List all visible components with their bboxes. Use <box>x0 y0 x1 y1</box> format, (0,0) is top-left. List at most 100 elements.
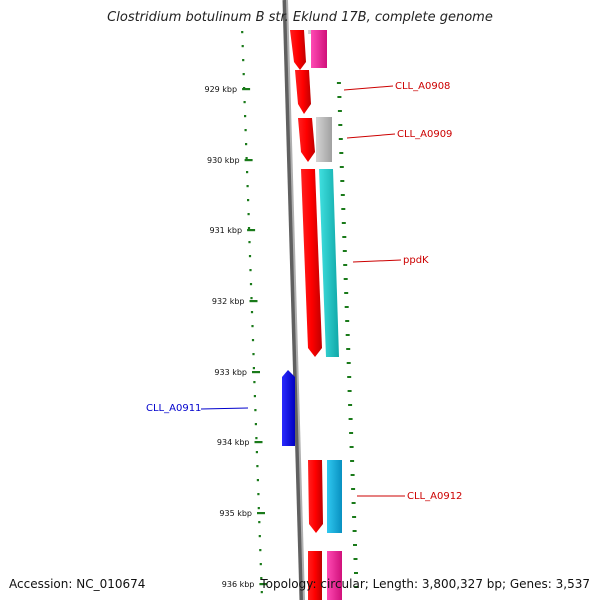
gc-dash <box>342 236 347 238</box>
feature-teal[interactable] <box>319 169 339 357</box>
gc-dot <box>254 423 257 426</box>
gc-dot <box>242 73 245 76</box>
gc-dot <box>256 465 259 468</box>
tick-label: 931 kbp <box>209 226 242 235</box>
leader-line <box>200 407 249 410</box>
gc-dot <box>246 171 249 174</box>
gc-dot <box>258 535 261 538</box>
coordinate-ticks: 929 kbp 930 kbp 931 kbp 932 kbp 933 kbp 934 k… <box>204 85 268 589</box>
gc-dash <box>340 180 345 182</box>
gc-dash <box>351 488 356 490</box>
gc-dot <box>259 563 262 566</box>
tick-label: 934 kbp <box>217 438 250 447</box>
gc-dash <box>341 208 346 210</box>
gc-dot <box>257 493 260 496</box>
tick-mark <box>249 300 258 303</box>
gc-dash <box>348 418 353 420</box>
gc-dash <box>344 292 349 294</box>
gc-dash <box>343 278 348 280</box>
gc-dash <box>344 306 349 308</box>
gc-dash <box>353 558 358 560</box>
gc-dash <box>345 334 350 336</box>
gc-dash <box>348 404 353 406</box>
feature-cyan[interactable] <box>327 460 342 533</box>
feature-pink[interactable] <box>311 30 327 68</box>
cds-feature[interactable] <box>308 551 322 600</box>
tick-mark <box>244 159 253 162</box>
gc-dash <box>345 320 350 322</box>
genome-backbone-shadow <box>286 0 305 600</box>
gc-dash <box>340 194 345 196</box>
gc-dash <box>352 516 357 518</box>
gc-dot <box>245 143 248 146</box>
gc-dot <box>251 339 255 342</box>
gc-track-inner <box>241 31 263 594</box>
gc-dot <box>260 591 263 594</box>
gc-dot <box>244 115 247 118</box>
tick-label: 935 kbp <box>219 509 252 518</box>
gc-dot <box>250 297 253 300</box>
gc-dash <box>342 250 347 252</box>
tick-mark <box>257 512 265 515</box>
gc-dot <box>243 101 246 104</box>
gene-label-cll-a0908[interactable]: CLL_A0908 <box>395 81 450 92</box>
leader-line <box>352 259 402 263</box>
gc-dot <box>245 157 248 160</box>
gc-dot <box>250 311 254 314</box>
gc-dash <box>354 586 359 588</box>
tick-mark <box>242 88 251 91</box>
tick-mark <box>259 583 268 586</box>
feature-pink[interactable] <box>327 551 342 600</box>
tick-mark <box>247 229 256 232</box>
gc-dot <box>248 241 251 244</box>
gc-track-outer <box>336 82 359 588</box>
gc-dash <box>354 572 358 574</box>
gc-dot <box>247 199 250 202</box>
gene-label-ppdk[interactable]: ppdK <box>403 255 429 266</box>
gc-dash <box>352 530 357 532</box>
gc-dot <box>254 409 257 412</box>
gene-label-cll-a0911[interactable]: CLL_A0911 <box>146 403 201 414</box>
gc-dot <box>259 549 262 552</box>
gc-dot <box>242 59 245 62</box>
gc-dash <box>341 222 346 224</box>
gene-label-cll-a0912[interactable]: CLL_A0912 <box>407 491 462 502</box>
cds-feature-cll-a0911[interactable] <box>282 370 295 446</box>
gc-dash <box>353 544 357 546</box>
gc-dash <box>349 432 354 434</box>
gc-dot <box>260 577 263 580</box>
cds-feature-cll-a0908[interactable] <box>295 70 311 114</box>
gc-dot <box>248 255 252 258</box>
gc-dot <box>256 479 259 482</box>
gc-dot <box>241 31 244 34</box>
cds-feature-cll-a0912[interactable] <box>308 460 323 533</box>
feature-gray[interactable] <box>316 117 332 162</box>
leader-line <box>343 85 394 91</box>
gc-dot <box>253 381 256 384</box>
tick-label: 936 kbp <box>222 580 255 589</box>
tick-label: 930 kbp <box>207 156 240 165</box>
gc-dot <box>246 185 249 188</box>
cds-feature-cll-a0909[interactable] <box>298 118 315 162</box>
gc-dot <box>252 367 255 370</box>
gc-dash <box>350 460 355 462</box>
tick-label: 929 kbp <box>204 85 237 94</box>
gc-dot <box>241 45 244 48</box>
gc-dash <box>346 348 351 350</box>
gc-dash <box>338 124 343 126</box>
gc-dash <box>350 474 355 476</box>
cds-feature[interactable] <box>290 30 306 70</box>
gene-label-cll-a0909[interactable]: CLL_A0909 <box>397 129 452 140</box>
gc-dot <box>253 395 256 398</box>
gc-dash <box>337 110 342 112</box>
gc-dash <box>349 446 354 448</box>
genome-backbone <box>282 0 305 600</box>
gc-dash <box>338 138 343 140</box>
gc-dot <box>252 353 255 356</box>
gc-dot <box>255 451 258 454</box>
gc-dash <box>339 152 344 154</box>
tick-label: 932 kbp <box>212 297 245 306</box>
cds-feature-ppdk[interactable] <box>301 169 322 357</box>
gc-dot <box>251 325 254 328</box>
